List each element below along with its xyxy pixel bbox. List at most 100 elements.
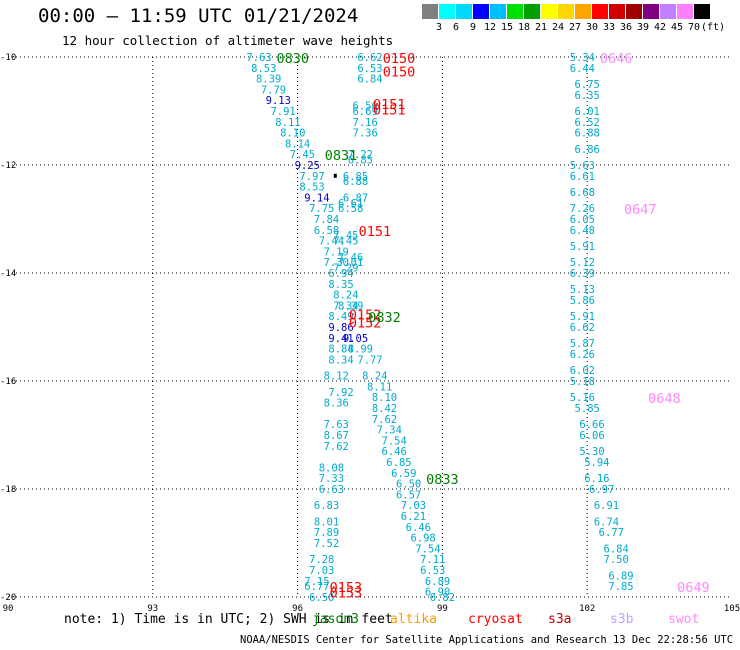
wave-height-label: 8.53 — [251, 63, 276, 75]
wave-height-label: 6.16 — [584, 473, 609, 485]
wave-height-label: 6.59 — [391, 468, 416, 480]
wave-height-label: 6.46 — [406, 522, 431, 534]
wave-height-label: 7.46 — [338, 252, 363, 264]
wave-height-label: 5.86 — [570, 295, 595, 307]
wave-height-label: 7.45 — [333, 236, 358, 248]
wave-height-label: 6.02 — [570, 365, 595, 377]
pass-time-label: 0831 — [325, 148, 358, 164]
wave-height-label: 6.97 — [589, 484, 614, 496]
colorbar-tick-label: 70 — [687, 22, 701, 33]
wave-height-label: 5.87 — [570, 338, 595, 350]
mission-legend-swot: swot — [668, 612, 700, 627]
wave-height-label: 6.88 — [343, 176, 368, 188]
wave-height-label: 6.05 — [570, 214, 595, 226]
wave-height-label: 7.30 — [324, 257, 349, 269]
wave-height-label: 6.75 — [575, 79, 600, 91]
wave-height-label: 6.85 — [386, 457, 411, 469]
colorbar-swatch — [490, 4, 506, 19]
wave-height-label: 6.53 — [420, 565, 445, 577]
wave-height-label: 7.52 — [314, 538, 339, 550]
colorbar-tick-label: 18 — [517, 22, 531, 33]
pass-time-label: 0151 — [373, 97, 406, 113]
wave-height-label: 6.58 — [314, 225, 339, 237]
wave-height-label: 8.08 — [319, 462, 344, 474]
colorbar-tick-label: 30 — [585, 22, 599, 33]
wave-height-label: 6.53 — [357, 63, 382, 75]
mission-legend-s3b: s3b — [610, 612, 634, 627]
wave-height-label: 7.91 — [270, 106, 295, 118]
colorbar-tick-label: 33 — [602, 22, 616, 33]
wave-height-label: 7.26 — [570, 203, 595, 215]
pass-time-label: 0152 — [349, 308, 382, 324]
x-tick-label: 90 — [3, 604, 14, 614]
wave-height-label: 8.35 — [328, 279, 353, 291]
wave-height-label: 7.45 — [290, 149, 315, 161]
wave-height-label: 6.94 — [328, 268, 353, 280]
x-tick-label: 93 — [147, 604, 158, 614]
wave-height-label: 6.82 — [430, 592, 455, 604]
wave-height-label: 6.50 — [309, 592, 334, 604]
colorbar-tick-label: 9 — [469, 22, 477, 33]
wave-height-label: 7.36 — [353, 128, 378, 140]
wave-height-label: 7.33 — [319, 473, 344, 485]
wave-height-label: 6.48 — [570, 225, 595, 237]
wave-height-label: 9.25 — [295, 160, 320, 172]
pass-time-label: 0153 — [330, 580, 363, 596]
pass-time-label: 0153 — [330, 586, 363, 602]
wave-height-label: 8.14 — [285, 138, 310, 150]
wave-height-label: 6.26 — [570, 349, 595, 361]
wave-height-label: 6.69 — [353, 106, 378, 118]
wave-height-label: 8.53 — [299, 182, 324, 194]
pass-time-label: 0649 — [677, 580, 710, 596]
wave-height-label: 9.13 — [266, 95, 291, 107]
wave-height-label: 6.39 — [570, 268, 595, 280]
wave-height-label: 7.92 — [328, 387, 353, 399]
wave-height-label: 8.12 — [324, 371, 349, 383]
wave-height-label: 8.11 — [275, 117, 300, 129]
colorbar-tick-label: 36 — [619, 22, 633, 33]
wave-height-label: 8.24 — [333, 290, 358, 302]
wave-height-label: 7.85 — [608, 581, 633, 593]
mission-legend-jason3: jason3 — [312, 612, 359, 627]
colorbar-swatch — [524, 4, 540, 19]
wave-height-label: 7.54 — [381, 435, 406, 447]
wave-height-label: 6.86 — [575, 144, 600, 156]
colorbar-tick-label: 3 — [435, 22, 443, 33]
wave-height-label: 5.13 — [570, 284, 595, 296]
wave-height-label: 5.30 — [579, 446, 604, 458]
colorbar-swatch — [643, 4, 659, 19]
wave-height-label: 7.34 — [333, 300, 358, 312]
wave-height-label: 6.66 — [579, 419, 604, 431]
colorbar-swatch — [660, 4, 676, 19]
wave-height-label: 6.85 — [348, 155, 373, 167]
island-marker — [333, 173, 337, 178]
wave-height-label: 6.21 — [401, 511, 426, 523]
wave-height-label: 6.44 — [570, 63, 595, 75]
credit-line: NOAA/NESDIS Center for Satellite Applica… — [240, 634, 740, 646]
wave-height-label: 8.39 — [256, 74, 281, 86]
y-tick-label: -18 — [0, 485, 16, 495]
colorbar-tick-label: 39 — [636, 22, 650, 33]
wave-height-label: 6.56 — [353, 101, 378, 113]
mission-legend-altika: altika — [390, 612, 437, 627]
colorbar-swatch — [456, 4, 472, 19]
wave-height-label: 6.83 — [314, 500, 339, 512]
wave-height-label: 8.99 — [348, 344, 373, 356]
footnote: note: 1) Time is in UTC; 2) SWH is in fe… — [64, 612, 393, 627]
wave-height-label: 6.06 — [579, 430, 604, 442]
wave-height-label: 7.01 — [338, 257, 363, 269]
wave-height-label: 6.62 — [570, 322, 595, 334]
pass-time-label: 0830 — [277, 51, 310, 67]
y-tick-label: -10 — [0, 53, 16, 63]
wave-height-label: 8.10 — [372, 392, 397, 404]
x-tick-label: 96 — [292, 604, 303, 614]
wave-height-label: 6.63 — [319, 484, 344, 496]
wave-height-label: 8.39 — [338, 300, 363, 312]
colorbar-swatch — [609, 4, 625, 19]
wave-height-label: 7.54 — [415, 543, 440, 555]
pass-time-label: 0152 — [349, 316, 382, 332]
wave-height-label: 8.67 — [324, 430, 349, 442]
wave-height-label: 6.77 — [599, 527, 624, 539]
wave-height-label: 7.28 — [309, 554, 334, 566]
